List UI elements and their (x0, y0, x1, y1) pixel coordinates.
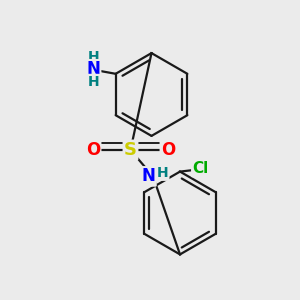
Text: H: H (87, 75, 99, 89)
Text: N: N (86, 60, 100, 78)
Text: N: N (142, 167, 155, 185)
Text: Cl: Cl (192, 161, 208, 176)
Text: H: H (157, 166, 168, 180)
Text: O: O (86, 141, 100, 159)
Text: H: H (87, 50, 99, 64)
Text: S: S (124, 141, 137, 159)
Text: O: O (161, 141, 175, 159)
